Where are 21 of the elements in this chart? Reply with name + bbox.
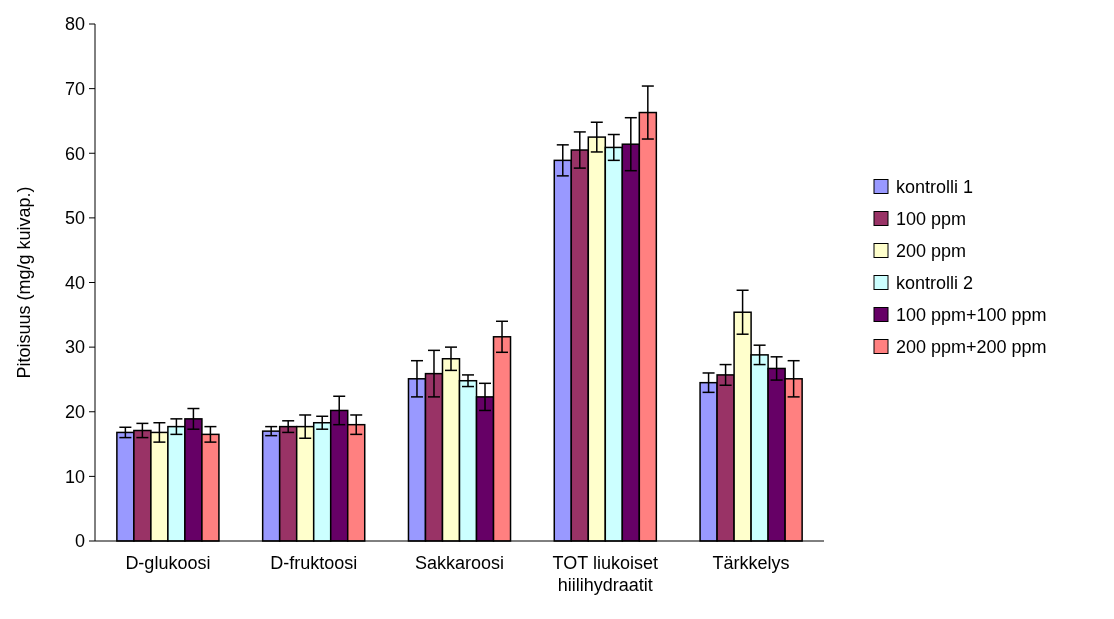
legend-label: kontrolli 2: [896, 272, 974, 293]
y-tick-label: 70: [64, 78, 85, 99]
x-tick-label: Tärkkelys: [712, 553, 790, 573]
x-tick-label: D-glukoosi: [125, 553, 211, 573]
y-tick-label: 20: [64, 402, 85, 423]
y-axis-title: Pitoisuus (mg/g kuivap.): [14, 186, 34, 379]
legend-label: 200 ppm: [896, 240, 967, 261]
legend-label: kontrolli 1: [896, 176, 974, 197]
y-tick-label: 80: [64, 14, 85, 35]
y-tick-label: 10: [64, 466, 85, 487]
x-tick-label: TOT liukoiset hiilihydraatit: [552, 553, 658, 595]
legend-label: 100 ppm: [896, 208, 967, 229]
x-tick-label: Sakkaroosi: [414, 553, 505, 573]
legend-label: 100 ppm+100 ppm: [896, 304, 1047, 325]
y-tick-label: 30: [64, 337, 85, 358]
legend-label: 200 ppm+200 ppm: [896, 336, 1047, 357]
y-tick-label: 60: [64, 143, 85, 164]
x-tick-label: D-fruktoosi: [270, 553, 358, 573]
y-tick-label: 50: [64, 208, 85, 229]
y-tick-label: 40: [64, 272, 85, 293]
y-tick-label: 0: [74, 531, 85, 552]
